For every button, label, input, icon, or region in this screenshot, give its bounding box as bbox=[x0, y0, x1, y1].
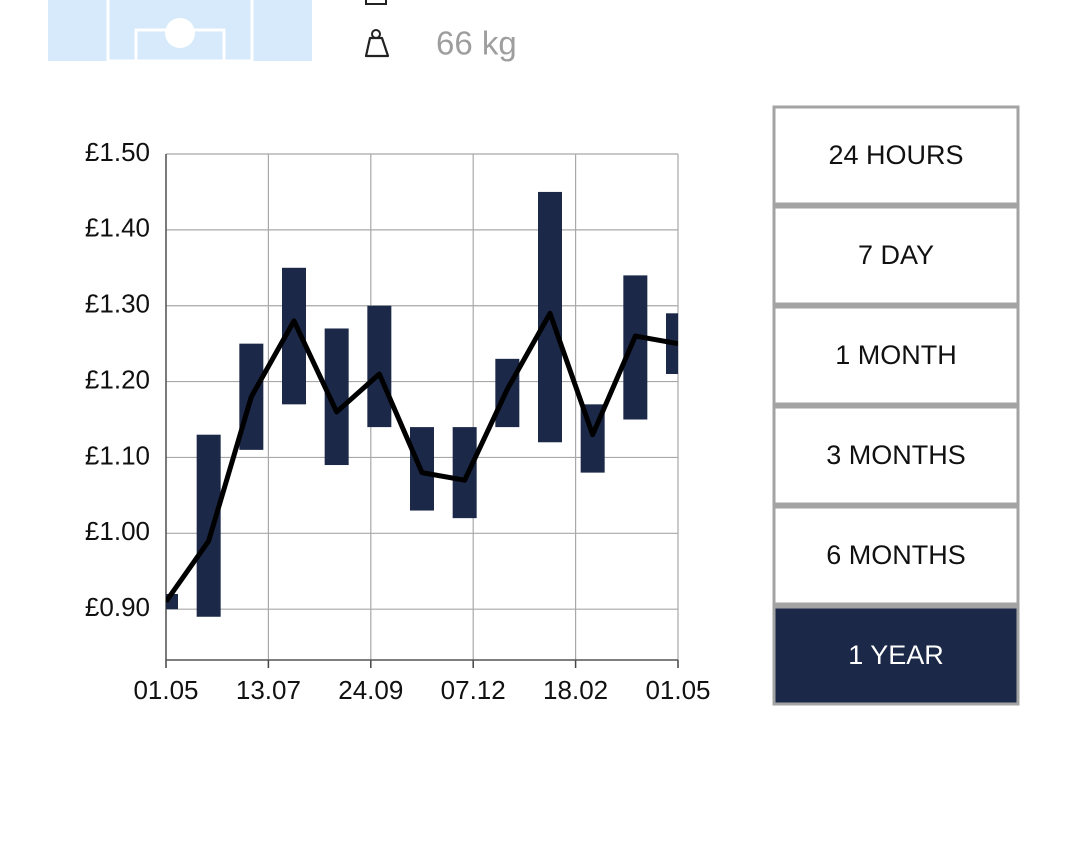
height-icon bbox=[365, 0, 387, 5]
x-tick-label: 24.09 bbox=[338, 675, 403, 705]
weight-icon bbox=[364, 29, 390, 58]
range-button-label[interactable]: 3 MONTHS bbox=[826, 440, 966, 470]
x-tick-label: 18.02 bbox=[543, 675, 608, 705]
chart: £0.90 £1.00 £1.10 £1.20 £1.30 £1.40 £1.50 01.05… bbox=[85, 137, 711, 705]
y-tick-label: £1.40 bbox=[85, 213, 150, 243]
range-button-label[interactable]: 6 MONTHS bbox=[826, 540, 966, 570]
range-bar bbox=[367, 305, 392, 428]
range-button-label[interactable]: 24 HOURS bbox=[828, 140, 963, 170]
range-button[interactable] bbox=[772, 505, 1020, 606]
range-button[interactable] bbox=[772, 405, 1020, 506]
x-tick-label: 01.05 bbox=[645, 675, 710, 705]
range-button[interactable] bbox=[772, 105, 1020, 206]
range-bar bbox=[452, 427, 477, 519]
range-bar bbox=[196, 434, 221, 617]
range-button[interactable] bbox=[772, 205, 1020, 306]
range-buttons: 24 HOURS 7 DAY 1 MONTH 3 MONTHS 6 MONTHS 1 YE… bbox=[772, 105, 1020, 706]
x-tick-label: 01.05 bbox=[133, 675, 198, 705]
range-button[interactable] bbox=[772, 605, 1020, 706]
pitch-image bbox=[48, 0, 312, 63]
y-tick-label: £1.00 bbox=[85, 516, 150, 546]
y-tick-label: £0.90 bbox=[85, 592, 150, 622]
price-line bbox=[166, 310, 678, 604]
range-button[interactable] bbox=[772, 305, 1020, 406]
y-tick-label: £1.10 bbox=[85, 440, 150, 470]
range-button-label[interactable]: 1 YEAR bbox=[848, 640, 944, 670]
plot bbox=[166, 191, 678, 617]
x-tick-label: 13.07 bbox=[236, 675, 301, 705]
y-tick-label: £1.20 bbox=[85, 364, 150, 394]
range-button-label[interactable]: 1 MONTH bbox=[835, 340, 957, 370]
range-button-label[interactable]: 7 DAY bbox=[858, 240, 934, 270]
range-bar bbox=[623, 275, 648, 420]
y-tick-label: £1.30 bbox=[85, 289, 150, 319]
weight-text: 66 kg bbox=[436, 25, 517, 62]
x-tick-label: 07.12 bbox=[441, 675, 506, 705]
y-tick-label: £1.50 bbox=[85, 137, 150, 167]
